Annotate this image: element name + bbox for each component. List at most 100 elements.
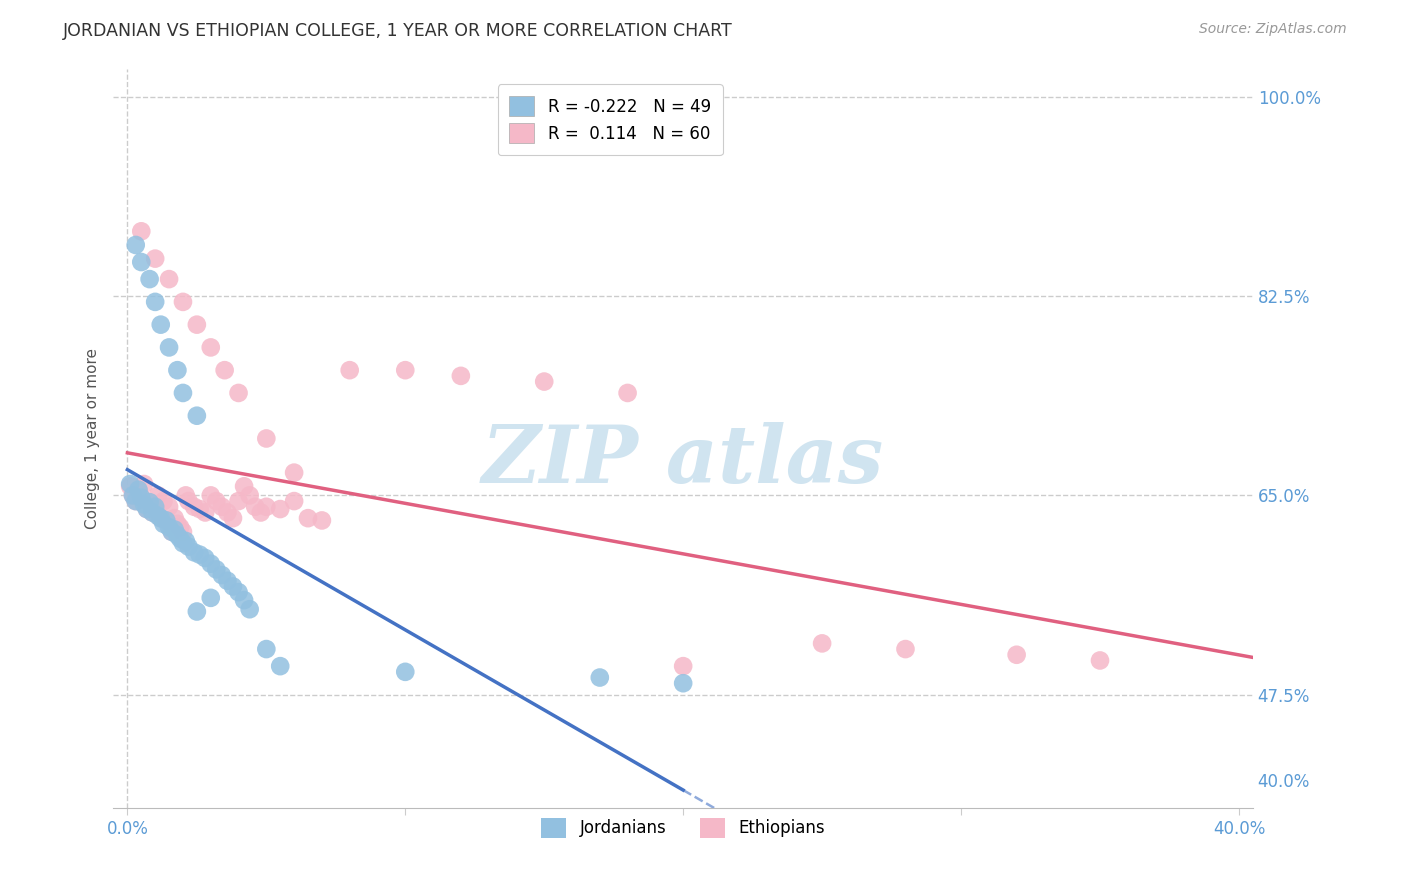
Point	[1088, 653, 1111, 667]
Point	[200, 488, 222, 502]
Point	[135, 502, 157, 516]
Point	[269, 659, 291, 673]
Point	[217, 506, 239, 520]
Point	[174, 488, 197, 502]
Point	[155, 513, 177, 527]
Point	[157, 500, 180, 514]
Text: Source: ZipAtlas.com: Source: ZipAtlas.com	[1199, 22, 1347, 37]
Point	[129, 491, 152, 505]
Point	[211, 568, 233, 582]
Point	[249, 506, 271, 520]
Point	[672, 676, 695, 690]
Point	[186, 409, 208, 423]
Point	[163, 511, 186, 525]
Point	[222, 511, 245, 525]
Point	[125, 238, 148, 252]
Point	[1005, 648, 1028, 662]
Point	[120, 477, 142, 491]
Y-axis label: College, 1 year or more: College, 1 year or more	[86, 348, 100, 529]
Point	[450, 368, 472, 383]
Point	[166, 528, 188, 542]
Point	[205, 494, 228, 508]
Point	[239, 602, 262, 616]
Point	[138, 495, 160, 509]
Point	[152, 516, 174, 531]
Point	[254, 642, 277, 657]
Point	[135, 502, 157, 516]
Point	[222, 579, 245, 593]
Point	[183, 500, 205, 514]
Point	[129, 491, 152, 505]
Point	[533, 375, 555, 389]
Point	[194, 551, 217, 566]
Point	[200, 557, 222, 571]
Point	[149, 511, 172, 525]
Point	[172, 536, 194, 550]
Point	[166, 363, 188, 377]
Point	[311, 513, 333, 527]
Point	[672, 659, 695, 673]
Point	[160, 524, 183, 539]
Point	[172, 294, 194, 309]
Point	[128, 483, 150, 497]
Point	[177, 540, 200, 554]
Point	[283, 466, 305, 480]
Point	[141, 506, 163, 520]
Point	[128, 483, 150, 497]
Text: JORDANIAN VS ETHIOPIAN COLLEGE, 1 YEAR OR MORE CORRELATION CHART: JORDANIAN VS ETHIOPIAN COLLEGE, 1 YEAR O…	[63, 22, 733, 40]
Point	[177, 494, 200, 508]
Point	[254, 500, 277, 514]
Point	[283, 494, 305, 508]
Point	[166, 516, 188, 531]
Point	[125, 494, 148, 508]
Point	[172, 386, 194, 401]
Point	[233, 593, 256, 607]
Point	[155, 513, 177, 527]
Point	[157, 340, 180, 354]
Point	[339, 363, 361, 377]
Point	[394, 363, 416, 377]
Point	[120, 479, 142, 493]
Point	[122, 488, 145, 502]
Point	[132, 498, 155, 512]
Legend: Jordanians, Ethiopians: Jordanians, Ethiopians	[534, 811, 831, 845]
Point	[129, 255, 152, 269]
Point	[228, 494, 250, 508]
Point	[157, 272, 180, 286]
Point	[146, 508, 169, 523]
Point	[143, 500, 166, 514]
Point	[129, 224, 152, 238]
Point	[188, 502, 211, 516]
Point	[214, 363, 236, 377]
Point	[143, 500, 166, 514]
Point	[152, 494, 174, 508]
Point	[239, 488, 262, 502]
Point	[616, 386, 638, 401]
Point	[160, 524, 183, 539]
Point	[205, 562, 228, 576]
Point	[200, 591, 222, 605]
Point	[589, 671, 612, 685]
Point	[138, 272, 160, 286]
Point	[122, 488, 145, 502]
Point	[169, 520, 191, 534]
Point	[157, 520, 180, 534]
Point	[163, 523, 186, 537]
Point	[183, 545, 205, 559]
Point	[186, 318, 208, 332]
Point	[228, 585, 250, 599]
Point	[200, 340, 222, 354]
Point	[228, 386, 250, 401]
Point	[143, 294, 166, 309]
Point	[254, 432, 277, 446]
Point	[217, 574, 239, 588]
Point	[141, 506, 163, 520]
Point	[188, 548, 211, 562]
Point	[169, 532, 191, 546]
Point	[245, 500, 267, 514]
Point	[143, 252, 166, 266]
Point	[172, 524, 194, 539]
Point	[297, 511, 319, 525]
Point	[194, 506, 217, 520]
Point	[125, 494, 148, 508]
